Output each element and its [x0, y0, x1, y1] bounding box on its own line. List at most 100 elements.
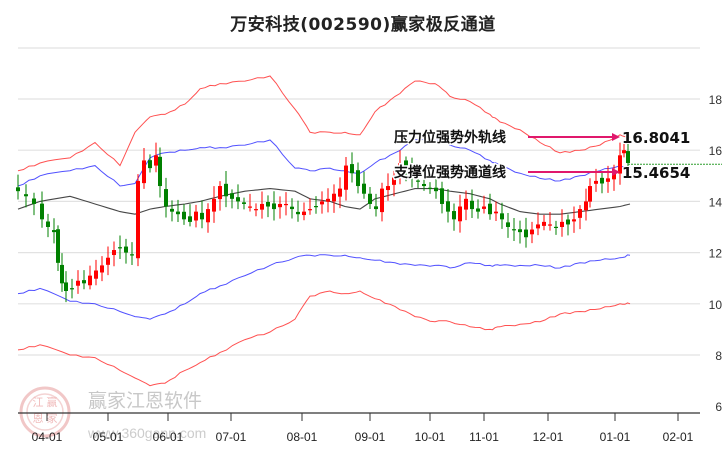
- candle: [482, 195, 486, 214]
- candlesticks: [16, 140, 630, 303]
- candle: [176, 199, 180, 223]
- y-axis: 18 16 14 12 10 8 6: [709, 93, 723, 414]
- candle: [584, 188, 588, 221]
- annotation-value: 15.4654: [622, 164, 690, 182]
- candle: [170, 200, 174, 222]
- candle: [100, 256, 104, 282]
- x-tick-label: 01-01: [600, 430, 631, 444]
- candle: [182, 204, 186, 225]
- candle: [398, 150, 402, 185]
- candle: [88, 265, 92, 290]
- candle: [470, 189, 474, 219]
- candle: [606, 165, 610, 193]
- candle: [588, 178, 592, 208]
- outer-upper-line: [17, 75, 631, 172]
- x-tick-label: 12-01: [533, 430, 564, 444]
- candle: [600, 171, 604, 194]
- y-tick-label: 16: [709, 144, 723, 158]
- candle: [428, 182, 432, 194]
- candle: [612, 164, 616, 191]
- candle: [308, 198, 312, 215]
- candle: [248, 193, 252, 212]
- candle: [290, 198, 294, 219]
- candle: [506, 213, 510, 238]
- candle: [296, 200, 300, 222]
- candle: [622, 140, 626, 158]
- candle: [572, 206, 576, 233]
- candle: [464, 190, 468, 221]
- candle: [200, 200, 204, 229]
- x-tick-label: 11-01: [469, 430, 499, 444]
- candle: [206, 203, 210, 233]
- candle: [446, 189, 450, 223]
- candle: [254, 203, 258, 217]
- x-tick-label: 07-01: [216, 430, 247, 444]
- candle: [536, 212, 540, 236]
- candle: [64, 271, 68, 303]
- candle: [136, 174, 140, 267]
- candle: [332, 184, 336, 213]
- candle: [554, 220, 558, 235]
- candle: [392, 170, 396, 197]
- svg-text:恩: 恩: [33, 412, 44, 425]
- annotation-label: 压力位强势外轨线: [394, 129, 506, 146]
- candle: [314, 196, 318, 214]
- candle: [224, 171, 228, 208]
- candle: [530, 221, 534, 244]
- candle: [410, 157, 414, 188]
- candle: [386, 173, 390, 201]
- annotations: 压力位强势外轨线 16.8041 支撑位强势通道线 15.4654: [392, 128, 722, 183]
- candle: [40, 191, 44, 228]
- candle: [476, 199, 480, 219]
- candle: [422, 171, 426, 191]
- candle: [242, 197, 246, 210]
- candle: [578, 205, 582, 230]
- candle: [188, 204, 192, 227]
- candle: [362, 171, 366, 199]
- svg-text:江: 江: [33, 396, 44, 409]
- y-tick-label: 6: [715, 400, 722, 414]
- candle: [158, 147, 162, 198]
- candle: [548, 212, 552, 231]
- x-tick-label: 10-01: [415, 430, 446, 444]
- candle: [218, 181, 222, 211]
- candle: [130, 242, 134, 265]
- candle: [512, 217, 516, 242]
- chart-title: 万安科技(002590)赢家极反通道: [230, 15, 496, 35]
- candle: [560, 209, 564, 237]
- y-tick-label: 18: [709, 93, 723, 107]
- watermark: 江赢恩 家 赢家江恩软件 www.360gann.com: [19, 386, 206, 441]
- candle: [154, 142, 158, 173]
- candle: [344, 157, 348, 201]
- annotation-value: 16.8041: [622, 129, 690, 147]
- candle: [494, 201, 498, 222]
- candle: [374, 193, 378, 217]
- candle: [404, 156, 408, 182]
- x-tick-label: 02-01: [663, 430, 694, 444]
- candle: [434, 175, 438, 199]
- inner-upper-line: [17, 138, 631, 187]
- candle: [440, 181, 444, 214]
- watermark-url: www.360gann.com: [87, 425, 206, 441]
- x-tick-label: 08-01: [287, 430, 318, 444]
- candle: [320, 191, 324, 214]
- candle: [46, 213, 50, 238]
- candle: [24, 184, 28, 208]
- candle: [542, 215, 546, 231]
- y-tick-label: 14: [709, 195, 723, 209]
- candle: [82, 270, 86, 290]
- svg-text:家: 家: [47, 411, 58, 425]
- x-tick-label: 04-01: [32, 430, 63, 444]
- candle: [76, 270, 80, 294]
- candle: [518, 220, 522, 244]
- candle: [278, 196, 282, 219]
- candle: [106, 246, 110, 276]
- candle: [260, 191, 264, 219]
- candle: [60, 253, 64, 292]
- candle: [32, 192, 36, 216]
- candle: [148, 154, 152, 173]
- candle: [284, 192, 288, 216]
- candle: [212, 186, 216, 223]
- candle: [326, 188, 330, 213]
- watermark-brand: 赢家江恩软件: [88, 390, 202, 412]
